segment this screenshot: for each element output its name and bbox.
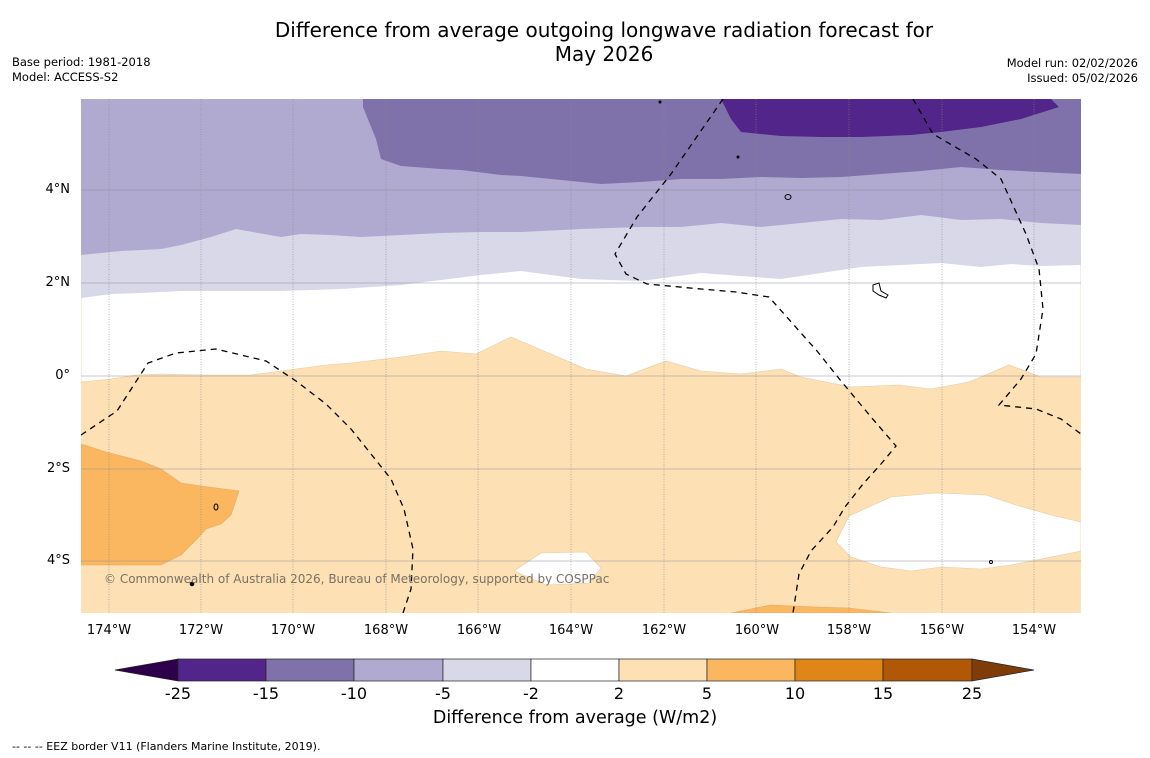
base-period: Base period: 1981-2018 [12,55,151,69]
colorbar-tick: -25 [164,684,192,703]
colorbar-tick: -2 [523,684,539,703]
colorbar-bin [353,658,444,682]
colorbar-bin [177,658,267,682]
colorbar-tick: 10 [784,684,806,703]
grid-lines [108,99,1035,613]
lat-lines [81,189,1081,562]
colorbar-bin [706,658,796,682]
island-icon [989,560,993,564]
region-neutral-southeast [835,492,1081,572]
lon-label: 158°W [826,623,872,638]
lon-label: 172°W [178,623,224,638]
map-title: Difference from average outgoing longwav… [0,18,1150,66]
lon-label: 160°W [734,623,780,638]
issued-date: Issued: 05/02/2026 [1027,71,1138,85]
model-info: Base period: 1981-2018 Model: ACCESS-S2 [12,55,151,85]
island-icon [784,194,792,200]
colorbar-bin [618,658,708,682]
colorbar-bin [442,658,532,682]
eez-legend-note: -- -- -- EEZ border V11 (Flanders Marine… [12,740,321,753]
region-minus-25-to-minus-15 [721,99,1059,137]
lat-label-2s: 2°S [46,461,70,476]
colorbar-tick: 5 [701,684,713,703]
colorbar-tick: 2 [613,684,625,703]
island-icon [213,503,219,511]
lon-label: 174°W [86,623,132,638]
eez-borders [81,99,1081,613]
colorbar-tick: -15 [252,684,280,703]
islands [189,100,993,587]
lon-label: 162°W [641,623,687,638]
colorbar-bin [530,658,620,682]
colorbar-bin [794,658,884,682]
colorbar-bin [882,658,973,682]
island-icon [189,581,195,587]
run-info: Model run: 02/02/2026 Issued: 05/02/2026 [1007,56,1138,86]
lat-label-0: 0° [55,368,70,383]
eez-border-west [81,348,414,613]
region-neutral-central [513,551,602,586]
model-name: Model: ACCESS-S2 [12,70,119,84]
lat-label-4s: 4°S [46,553,70,568]
model-run-date: Model run: 02/02/2026 [1006,56,1138,70]
copyright-notice: © Commonwealth of Australia 2026, Bureau… [104,572,610,586]
lon-label: 166°W [456,623,502,638]
map-canvas [81,99,1081,613]
title-line-1: Difference from average outgoing longwav… [274,18,934,42]
lon-label: 156°W [919,623,965,638]
lat-label-2n: 2°N [45,275,71,290]
colorbar-svg [114,658,1035,682]
colorbar-label: Difference from average (W/m2) [432,708,718,728]
colorbar-tick: 25 [961,684,983,703]
title-line-2: May 2026 [554,42,654,66]
region-5-to-10-south [730,604,892,613]
anomaly-map [81,99,1081,613]
colorbar-tick: 15 [872,684,894,703]
lon-label: 154°W [1011,623,1057,638]
eez-border-center [614,99,897,613]
island-icon [736,155,740,159]
lon-label: 168°W [363,623,409,638]
colorbar-tick: -5 [435,684,451,703]
colorbar-tick: -10 [340,684,368,703]
region-5-to-10-west [81,443,240,566]
eez-border-east [912,99,1081,435]
island-icon [872,282,889,299]
colorbar-bin [265,658,355,682]
colorbar-under-arrow [114,658,179,682]
lat-label-4n: 4°N [45,182,71,197]
lon-label: 164°W [548,623,594,638]
lon-label: 170°W [270,623,316,638]
colorbar [112,655,1042,689]
island-icon [658,100,662,104]
colorbar-over-arrow [971,658,1035,682]
